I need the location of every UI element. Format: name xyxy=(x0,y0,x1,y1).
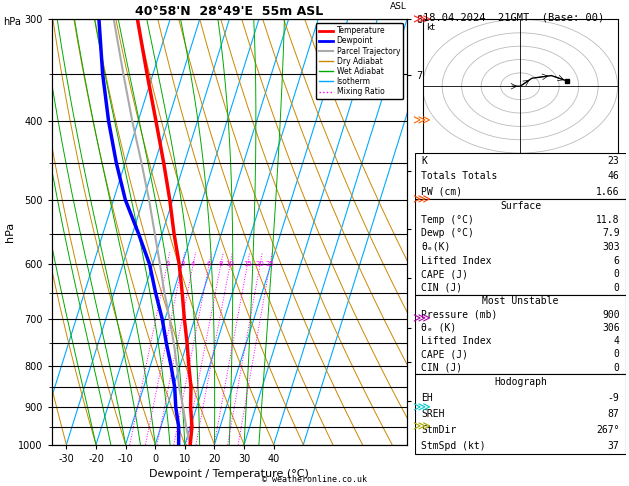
Bar xyxy=(415,374,626,454)
Title: 40°58'N  28°49'E  55m ASL: 40°58'N 28°49'E 55m ASL xyxy=(135,5,323,18)
Text: Pressure (mb): Pressure (mb) xyxy=(421,310,498,320)
Text: ⋙: ⋙ xyxy=(412,420,430,433)
Text: CAPE (J): CAPE (J) xyxy=(421,269,469,279)
Text: 4: 4 xyxy=(614,336,620,346)
Text: CAPE (J): CAPE (J) xyxy=(421,349,469,360)
Text: -9: -9 xyxy=(608,393,620,403)
Text: PW (cm): PW (cm) xyxy=(421,187,462,196)
Text: Dewp (°C): Dewp (°C) xyxy=(421,228,474,238)
Text: 37: 37 xyxy=(608,441,620,451)
Text: ⋙: ⋙ xyxy=(412,193,430,207)
Text: CIN (J): CIN (J) xyxy=(421,363,462,373)
Text: 2: 2 xyxy=(165,260,169,267)
Text: LCL: LCL xyxy=(418,423,434,432)
Text: EH: EH xyxy=(421,393,433,403)
Text: Lifted Index: Lifted Index xyxy=(421,336,492,346)
Text: Totals Totals: Totals Totals xyxy=(421,171,498,181)
Text: © weatheronline.co.uk: © weatheronline.co.uk xyxy=(262,474,367,484)
Text: 8: 8 xyxy=(219,260,223,267)
Text: θₑ (K): θₑ (K) xyxy=(421,323,457,333)
Bar xyxy=(415,295,626,374)
Text: StmDir: StmDir xyxy=(421,425,457,435)
Text: SREH: SREH xyxy=(421,409,445,419)
Text: 46: 46 xyxy=(608,171,620,181)
Text: θₑ(K): θₑ(K) xyxy=(421,242,451,252)
Text: 0: 0 xyxy=(614,363,620,373)
Text: 306: 306 xyxy=(602,323,620,333)
Text: 0: 0 xyxy=(614,269,620,279)
Y-axis label: Mixing Ratio (g/kg): Mixing Ratio (g/kg) xyxy=(431,186,442,278)
Text: 0: 0 xyxy=(614,349,620,360)
Text: kt: kt xyxy=(426,23,435,33)
Text: 1.66: 1.66 xyxy=(596,187,620,196)
Y-axis label: hPa: hPa xyxy=(5,222,15,242)
Text: 4: 4 xyxy=(191,260,196,267)
Bar xyxy=(415,153,626,199)
Text: km
ASL: km ASL xyxy=(390,0,407,11)
Text: 0: 0 xyxy=(614,283,620,293)
Text: 25: 25 xyxy=(265,260,274,267)
Text: hPa: hPa xyxy=(3,17,21,27)
Text: Lifted Index: Lifted Index xyxy=(421,256,492,266)
Text: 6: 6 xyxy=(207,260,211,267)
Text: 7.9: 7.9 xyxy=(602,228,620,238)
Text: 20: 20 xyxy=(255,260,265,267)
Text: 11.8: 11.8 xyxy=(596,215,620,225)
Text: 87: 87 xyxy=(608,409,620,419)
Text: 303: 303 xyxy=(602,242,620,252)
Text: 6: 6 xyxy=(614,256,620,266)
Text: 3: 3 xyxy=(180,260,184,267)
Text: Hodograph: Hodograph xyxy=(494,377,547,387)
Text: 900: 900 xyxy=(602,310,620,320)
Text: ⋙: ⋙ xyxy=(412,115,430,127)
Text: 18.04.2024  21GMT  (Base: 00): 18.04.2024 21GMT (Base: 00) xyxy=(423,12,604,22)
Text: ⋙: ⋙ xyxy=(412,401,430,414)
Text: CIN (J): CIN (J) xyxy=(421,283,462,293)
Text: 267°: 267° xyxy=(596,425,620,435)
Text: K: K xyxy=(421,156,427,166)
Bar xyxy=(415,199,626,295)
Text: ⋙: ⋙ xyxy=(412,312,430,325)
Text: 15: 15 xyxy=(243,260,252,267)
Text: 10: 10 xyxy=(226,260,235,267)
X-axis label: Dewpoint / Temperature (°C): Dewpoint / Temperature (°C) xyxy=(149,469,309,479)
Text: Most Unstable: Most Unstable xyxy=(482,296,559,306)
Text: StmSpd (kt): StmSpd (kt) xyxy=(421,441,486,451)
Text: ⋙: ⋙ xyxy=(412,13,430,26)
Text: 23: 23 xyxy=(608,156,620,166)
Legend: Temperature, Dewpoint, Parcel Trajectory, Dry Adiabat, Wet Adiabat, Isotherm, Mi: Temperature, Dewpoint, Parcel Trajectory… xyxy=(316,23,403,99)
Text: Temp (°C): Temp (°C) xyxy=(421,215,474,225)
Text: Surface: Surface xyxy=(500,201,541,211)
